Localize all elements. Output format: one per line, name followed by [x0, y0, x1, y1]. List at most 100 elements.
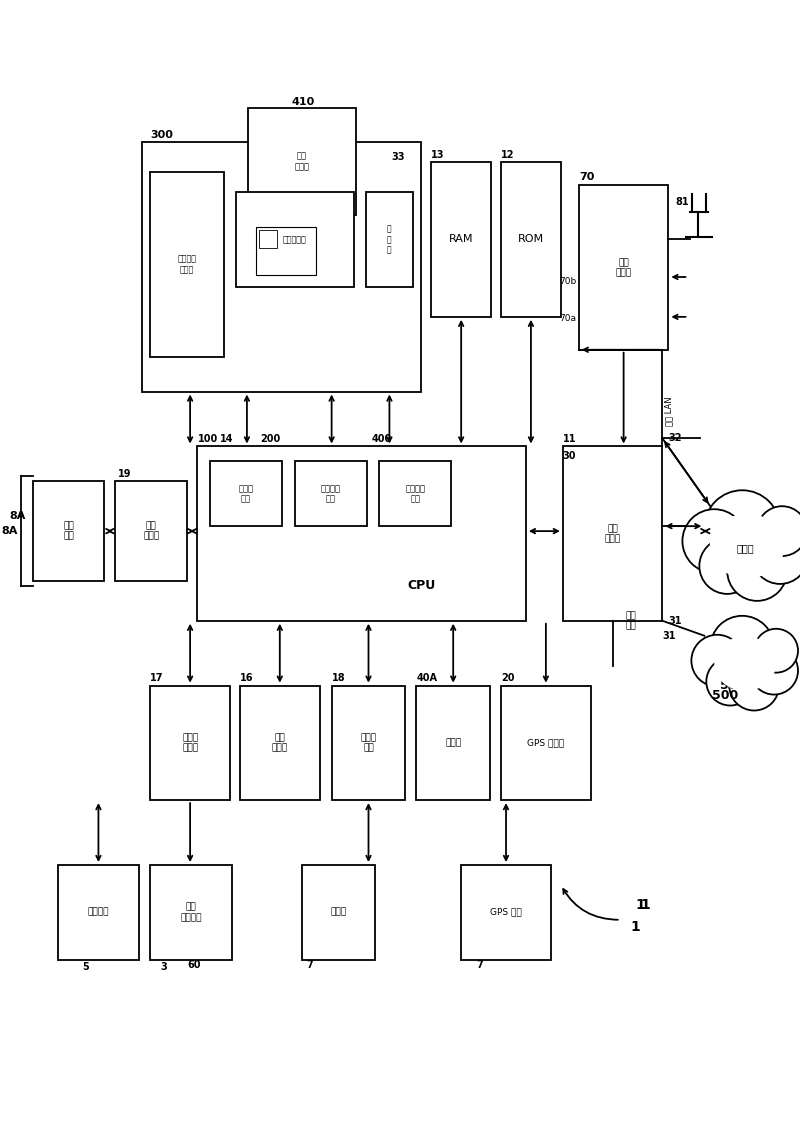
Text: 1: 1	[630, 919, 641, 934]
Text: 地
址
簿: 地 址 簿	[387, 225, 392, 255]
Text: 100: 100	[198, 435, 218, 445]
Text: 触控面板: 触控面板	[88, 908, 109, 917]
Circle shape	[757, 506, 800, 556]
Text: 因特网: 因特网	[736, 543, 754, 554]
Text: 5: 5	[82, 961, 90, 971]
Text: 内部存储器: 内部存储器	[283, 235, 306, 245]
Text: 8A: 8A	[2, 526, 18, 537]
Text: 环境信息
引擎: 环境信息 引擎	[406, 484, 426, 504]
Text: 32: 32	[669, 434, 682, 444]
Bar	[58, 865, 139, 960]
Text: ROM: ROM	[518, 234, 544, 245]
Text: 18: 18	[332, 672, 346, 683]
Bar	[501, 686, 590, 800]
Circle shape	[730, 661, 779, 711]
Text: GPS 控制部: GPS 控制部	[527, 738, 565, 747]
Bar	[259, 230, 277, 248]
Text: 1: 1	[641, 898, 650, 911]
Text: 70a: 70a	[559, 315, 576, 324]
Text: 参数
存储器: 参数 存储器	[294, 152, 310, 171]
Text: 60: 60	[187, 960, 201, 970]
Bar	[236, 192, 354, 288]
Ellipse shape	[714, 636, 776, 691]
Bar	[366, 192, 414, 288]
Text: 存储卡: 存储卡	[330, 908, 346, 917]
Text: 400: 400	[371, 435, 392, 445]
Bar	[461, 865, 551, 960]
Text: 31: 31	[669, 616, 682, 626]
Bar	[332, 686, 406, 800]
Bar	[578, 186, 669, 350]
Bar	[150, 172, 224, 357]
Bar	[142, 143, 422, 392]
Circle shape	[754, 628, 798, 672]
Text: 19: 19	[118, 470, 132, 479]
Text: 17: 17	[150, 672, 164, 683]
Bar	[501, 162, 561, 317]
Text: 40A: 40A	[416, 672, 438, 683]
Text: 31: 31	[662, 631, 676, 641]
Text: 20: 20	[501, 672, 514, 683]
Bar	[150, 865, 232, 960]
Text: 反应日志
存储器: 反应日志 存储器	[178, 255, 197, 274]
Text: 脸识别
引擎: 脸识别 引擎	[238, 484, 254, 504]
Text: 绘画变换
引擎: 绘画变换 引擎	[321, 484, 341, 504]
Text: 410: 410	[292, 96, 315, 106]
Bar	[210, 462, 282, 526]
Circle shape	[750, 646, 798, 695]
Bar	[379, 462, 451, 526]
Text: 电话
线路: 电话 线路	[626, 611, 636, 631]
Text: RAM: RAM	[449, 234, 474, 245]
Text: GPS 天线: GPS 天线	[490, 908, 522, 917]
Text: 70: 70	[578, 172, 594, 182]
Text: CPU: CPU	[407, 580, 435, 592]
Text: 摄像
元件: 摄像 元件	[63, 522, 74, 541]
Circle shape	[710, 616, 774, 679]
Text: 14: 14	[220, 435, 234, 445]
Text: 16: 16	[240, 672, 254, 683]
Text: 200: 200	[260, 435, 280, 445]
Ellipse shape	[710, 514, 785, 578]
Bar	[256, 228, 316, 275]
Bar	[431, 162, 491, 317]
Text: 液晶
显示面板: 液晶 显示面板	[180, 902, 202, 921]
Text: 12: 12	[501, 151, 514, 161]
Text: 11: 11	[563, 435, 576, 445]
Circle shape	[704, 490, 780, 566]
Text: 3: 3	[160, 961, 167, 971]
Bar	[240, 686, 320, 800]
Text: 存储卡
接口: 存储卡 接口	[361, 734, 377, 753]
Text: 传感器: 传感器	[445, 738, 462, 747]
Text: 电源
控制部: 电源 控制部	[615, 258, 632, 277]
Text: 1: 1	[636, 898, 646, 911]
Circle shape	[706, 658, 754, 705]
Bar	[248, 108, 355, 215]
Bar	[302, 865, 375, 960]
Bar	[115, 481, 187, 581]
Text: 500: 500	[712, 689, 738, 702]
Bar	[294, 462, 366, 526]
Text: 13: 13	[431, 151, 445, 161]
Text: 通信
控制部: 通信 控制部	[605, 524, 621, 543]
Bar	[197, 446, 526, 620]
Circle shape	[682, 509, 746, 573]
Text: 8A: 8A	[10, 512, 26, 521]
Circle shape	[691, 635, 743, 687]
Bar	[150, 686, 230, 800]
Text: 500: 500	[720, 679, 746, 692]
Bar	[33, 481, 105, 581]
Circle shape	[752, 529, 800, 584]
Text: 无线 LAN: 无线 LAN	[664, 396, 673, 427]
Text: 键输入
控制部: 键输入 控制部	[182, 734, 198, 753]
Bar	[563, 446, 662, 620]
Text: 30: 30	[563, 452, 576, 462]
Text: 7: 7	[306, 960, 314, 970]
Text: 70b: 70b	[559, 277, 576, 286]
Circle shape	[727, 541, 787, 601]
Text: 摄像
控制部: 摄像 控制部	[143, 522, 159, 541]
Text: 33: 33	[391, 153, 405, 162]
Text: 7: 7	[476, 960, 483, 970]
Text: 300: 300	[150, 130, 173, 140]
Text: 显示
控制部: 显示 控制部	[272, 734, 288, 753]
Bar	[416, 686, 490, 800]
